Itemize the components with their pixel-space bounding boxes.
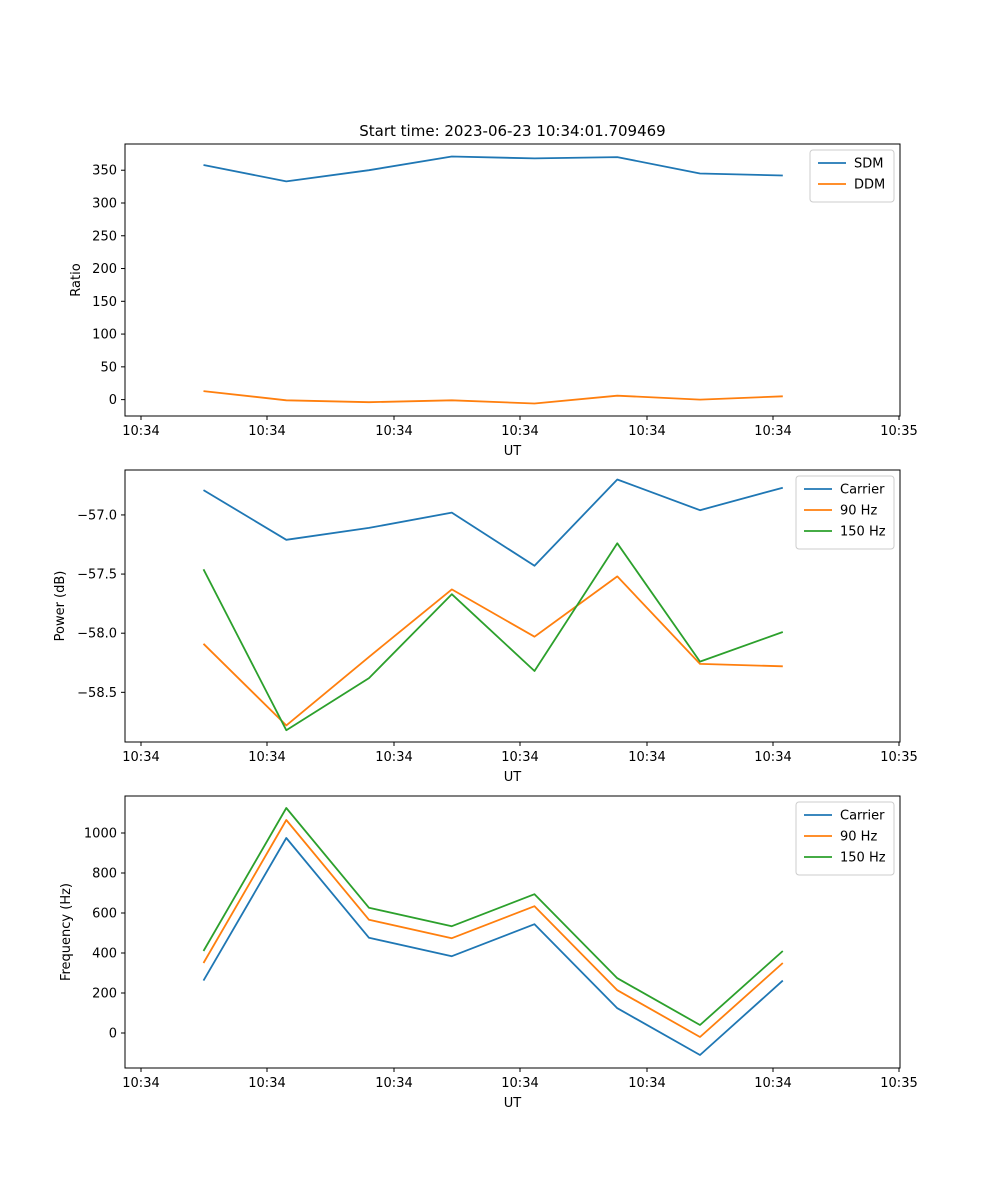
chart-panels: 10:34 10:34 10:34 10:34 10:34 10:34 10:35 0 50 10… (53, 143, 918, 1111)
y-tick-label: 800 (92, 867, 117, 882)
x-tick-label: 10:34 (375, 1076, 412, 1091)
x-tick-label: 10:34 (248, 424, 285, 439)
x-tick-label: 10:35 (880, 1076, 917, 1091)
series-line-ddm (203, 390, 783, 405)
x-tick-label: 10:34 (248, 1076, 285, 1091)
chart-panel-2: 10:34 10:34 10:34 10:34 10:34 10:34 10:35 −57.0… (53, 469, 918, 785)
x-tick-label: 10:35 (880, 750, 917, 765)
legend-label: 90 Hz (840, 830, 877, 845)
x-tick-label: 10:34 (501, 1076, 538, 1091)
y-axis-label: Power (dB) (53, 571, 68, 642)
legend: Carrier 90 Hz 150 Hz (795, 801, 895, 876)
x-tick-label: 10:34 (628, 750, 665, 765)
x-axis-label: UT (504, 1096, 522, 1111)
series-line-150-hz (202, 542, 784, 732)
legend-label: Carrier (840, 809, 885, 824)
x-tick-label: 10:34 (501, 424, 538, 439)
series-line-carrier (202, 837, 784, 1056)
x-tick-label: 10:34 (628, 1076, 665, 1091)
y-tick-label: 200 (92, 987, 117, 1002)
x-axis-label: UT (504, 770, 522, 785)
chart-panel-1: 10:34 10:34 10:34 10:34 10:34 10:34 10:35 0 50 10… (69, 143, 918, 459)
y-tick-label: 50 (100, 360, 117, 375)
x-tick-label: 10:34 (122, 750, 159, 765)
y-tick-label: 200 (92, 262, 117, 277)
y-axis-label: Ratio (69, 263, 84, 296)
x-tick-label: 10:34 (754, 750, 791, 765)
series-line-90-hz (202, 819, 784, 1038)
chart-panel-3: 10:34 10:34 10:34 10:34 10:34 10:34 10:35 0 200 4… (59, 795, 918, 1111)
series-line-carrier (203, 478, 784, 567)
axes-frame (124, 795, 901, 1069)
legend-label: Carrier (840, 483, 885, 498)
x-tick-label: 10:34 (375, 424, 412, 439)
x-tick-label: 10:34 (248, 750, 285, 765)
x-axis-label: UT (504, 444, 522, 459)
x-tick-label: 10:34 (375, 750, 412, 765)
y-tick-label: −58.0 (77, 627, 117, 642)
x-tick-label: 10:34 (122, 424, 159, 439)
y-tick-label: 350 (92, 164, 117, 179)
axes-frame (124, 143, 901, 417)
legend-label: 150 Hz (840, 851, 886, 866)
series-line-90-hz (202, 575, 783, 727)
axes-frame (124, 469, 901, 743)
x-tick-label: 10:34 (628, 424, 665, 439)
x-tick-label: 10:34 (754, 424, 791, 439)
legend: SDM DDM (809, 149, 895, 203)
y-tick-label: 400 (92, 947, 117, 962)
legend: Carrier 90 Hz 150 Hz (795, 475, 895, 550)
y-tick-label: 0 (109, 1027, 117, 1042)
y-tick-label: 150 (92, 295, 117, 310)
y-tick-label: −57.0 (77, 508, 117, 523)
legend-label: 150 Hz (840, 525, 886, 540)
series-line-150-hz (202, 807, 784, 1026)
series-line-sdm (203, 155, 783, 183)
y-tick-label: 600 (92, 907, 117, 922)
legend-label: 90 Hz (840, 504, 877, 519)
y-axis-label: Frequency (Hz) (59, 883, 74, 981)
x-tick-label: 10:34 (501, 750, 538, 765)
x-tick-label: 10:34 (122, 1076, 159, 1091)
legend-label: DDM (854, 178, 885, 193)
legend-label: SDM (854, 157, 883, 172)
y-tick-label: 250 (92, 229, 117, 244)
figure-title: Start time: 2023-06-23 10:34:01.709469 (359, 122, 665, 140)
x-tick-label: 10:35 (880, 424, 917, 439)
y-tick-label: 0 (109, 393, 117, 408)
x-tick-label: 10:34 (754, 1076, 791, 1091)
y-tick-label: 100 (92, 328, 117, 343)
y-tick-label: 300 (92, 196, 117, 211)
y-tick-label: −58.5 (77, 686, 117, 701)
y-tick-label: 1000 (84, 827, 117, 842)
y-tick-label: −57.5 (77, 568, 117, 583)
